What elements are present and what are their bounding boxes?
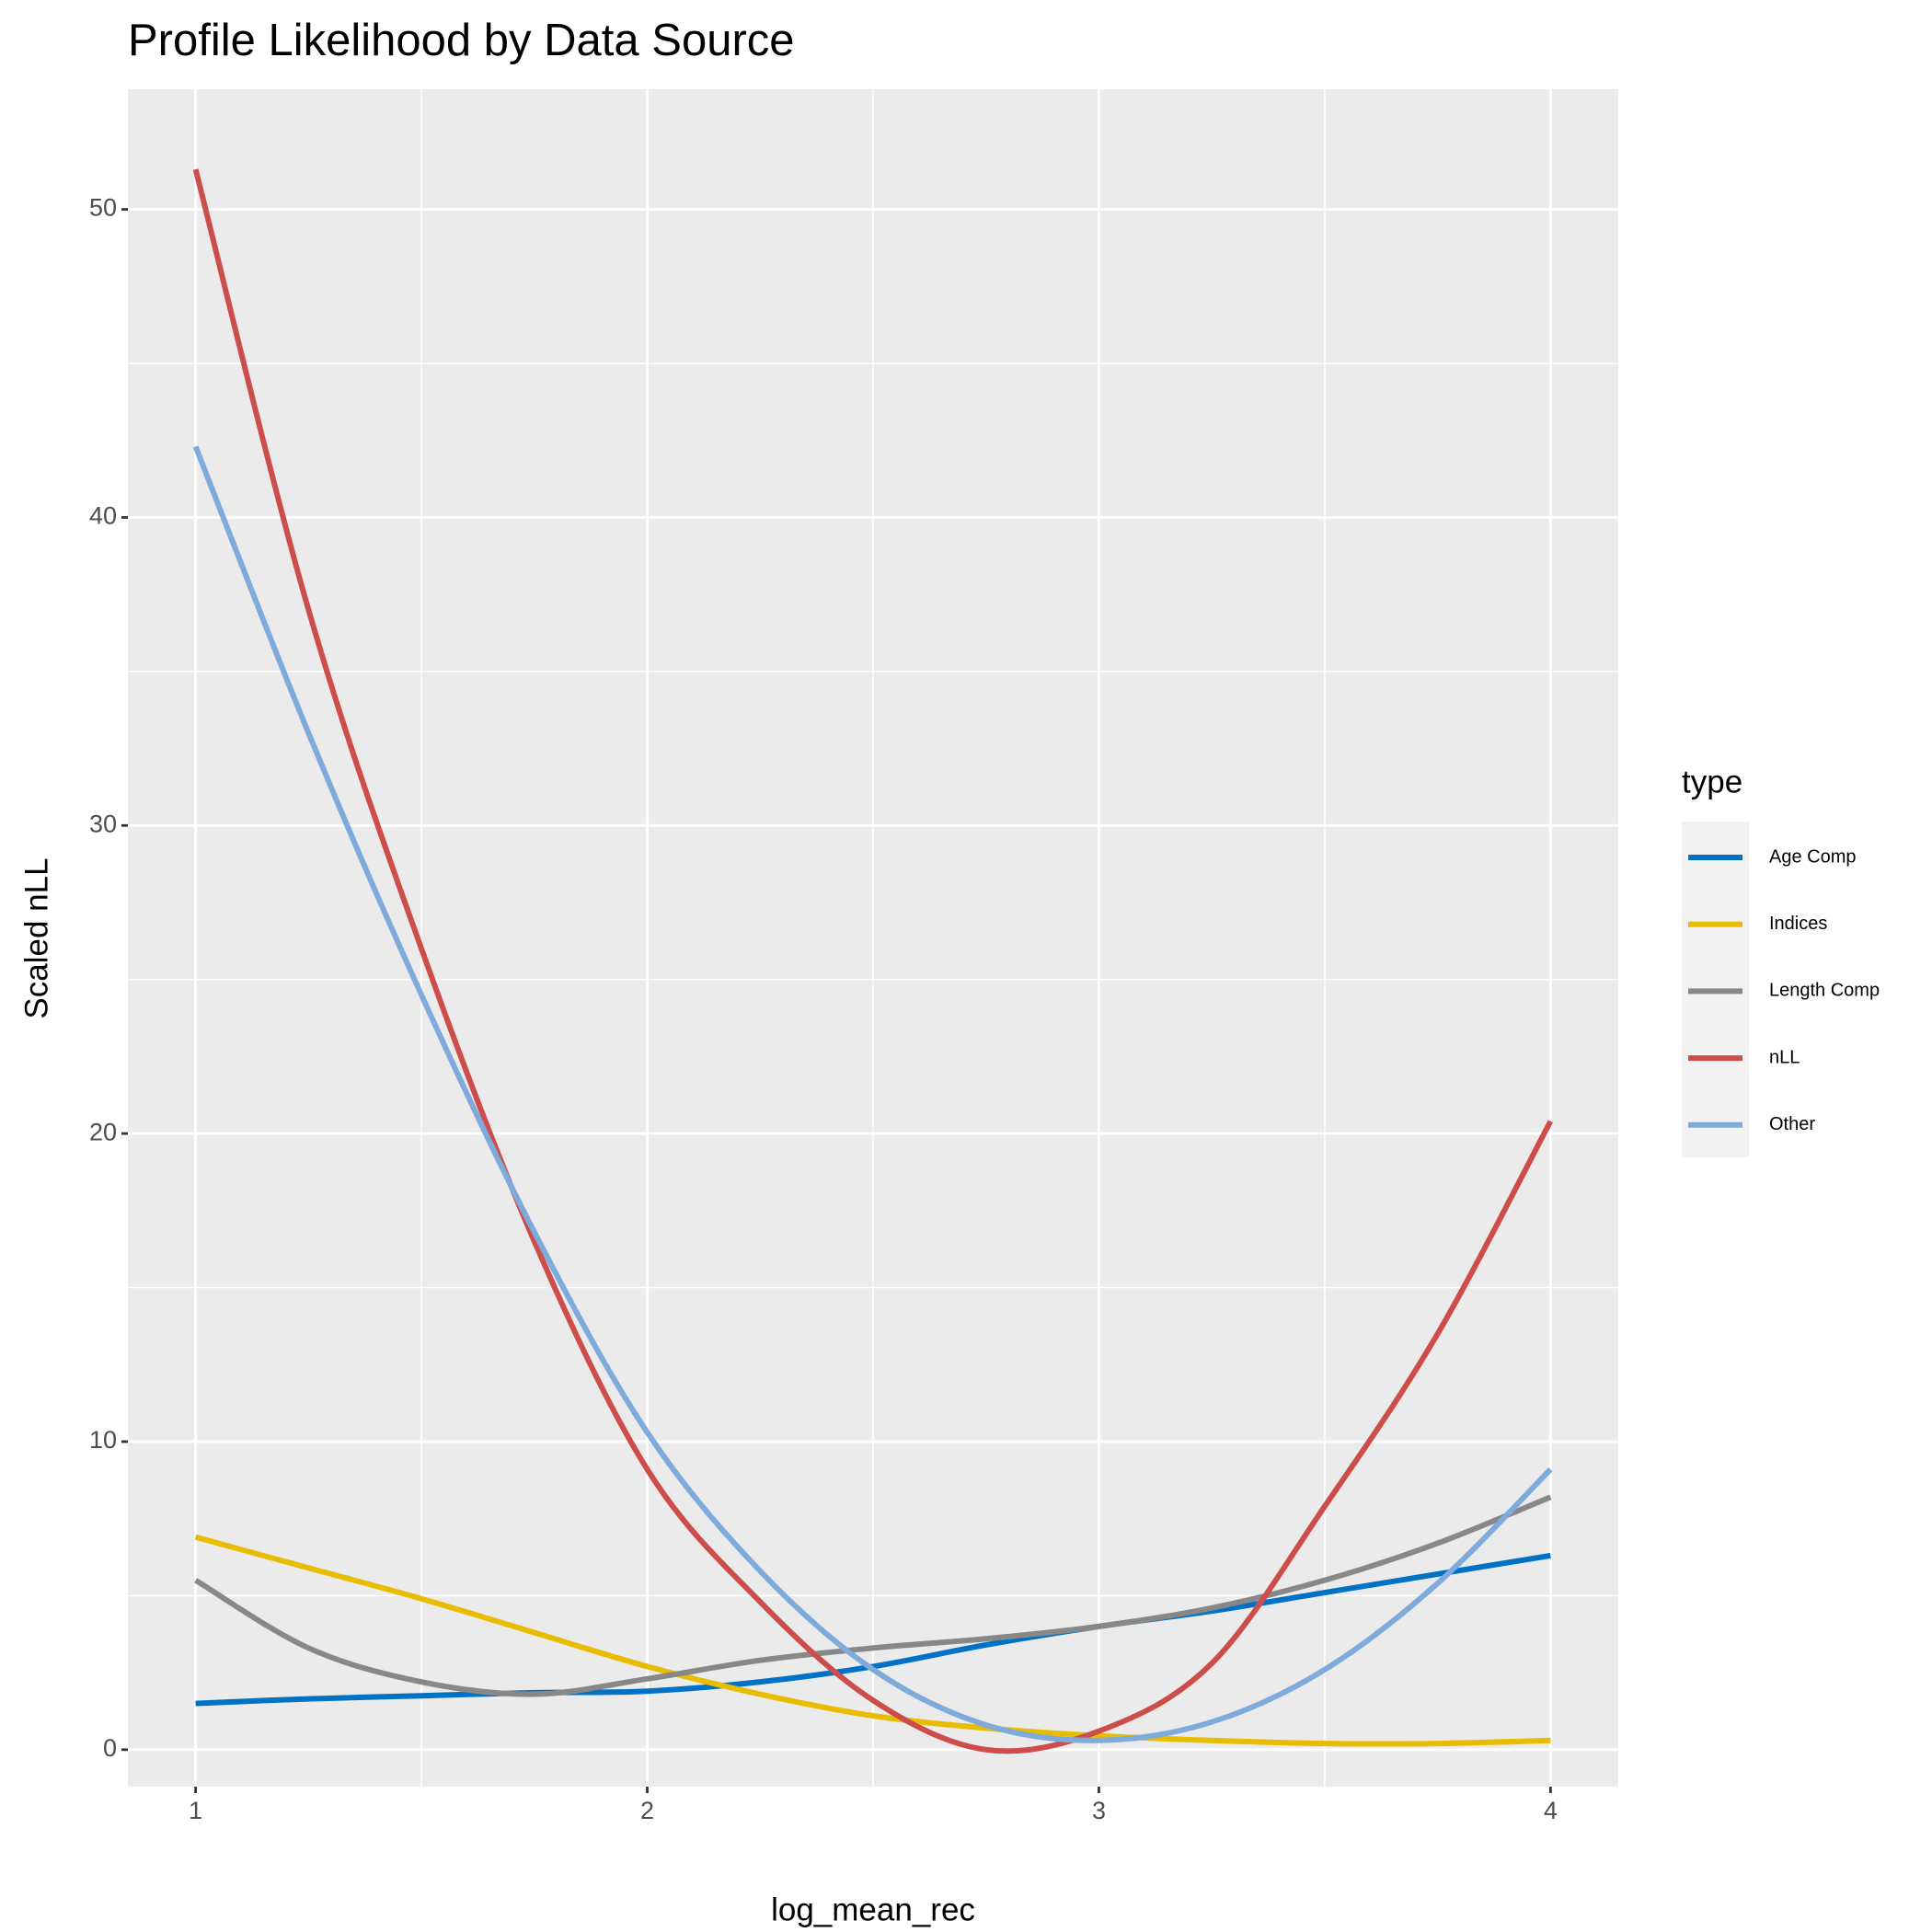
legend-label: Length Comp [1769,981,1880,1001]
x-tick-label: 4 [1544,1797,1558,1824]
legend-label: nLL [1769,1047,1800,1067]
legend-label: Age Comp [1769,846,1857,867]
x-axis-title: log_mean_rec [771,1892,975,1927]
y-tick-label: 30 [89,810,117,837]
legend-label: Other [1769,1114,1815,1134]
y-axis-title: Scaled nLL [18,857,54,1018]
y-tick-label: 40 [89,502,117,530]
y-tick-label: 20 [89,1118,117,1145]
y-tick-label: 50 [89,194,117,222]
chart-title: Profile Likelihood by Data Source [128,16,795,65]
line [194,1534,1551,1747]
legend-title: type [1682,764,1742,799]
y-tick-label: 10 [89,1426,117,1454]
line [194,1494,1552,1697]
x-tick-label: 2 [640,1797,654,1824]
line [192,168,1554,1754]
y-tick-label: 0 [103,1734,117,1762]
x-tick-label: 3 [1092,1797,1106,1824]
x-tick-label: 1 [189,1797,202,1824]
legend-label: Indices [1769,914,1827,934]
line [192,445,1553,1743]
